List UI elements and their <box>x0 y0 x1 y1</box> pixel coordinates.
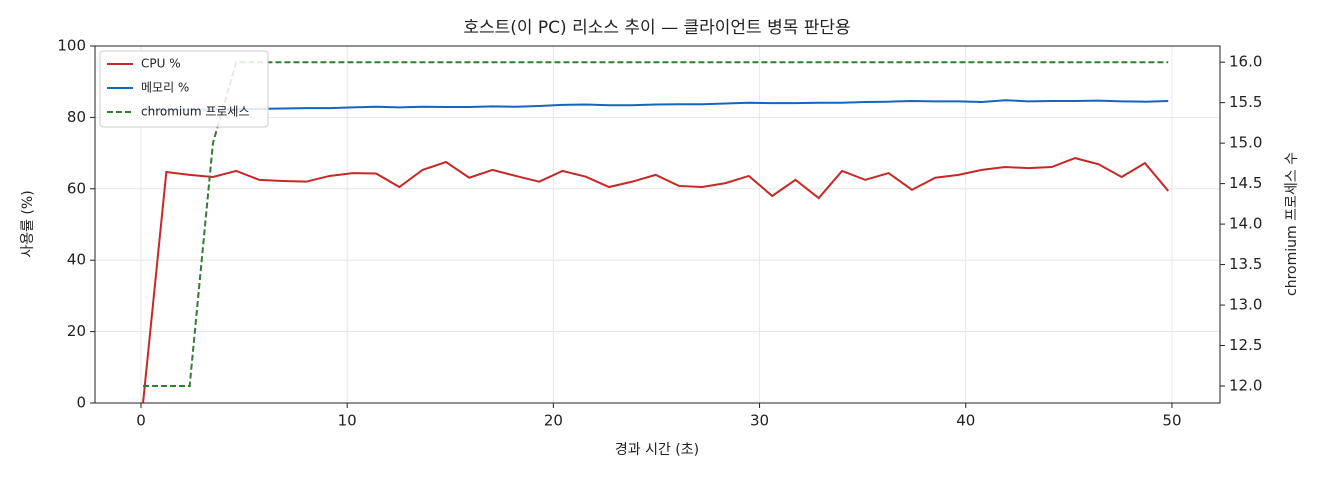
series-line <box>142 157 1170 404</box>
chart-title: 호스트(이 PC) 리소스 추이 — 클라이언트 병목 판단용 <box>463 18 850 38</box>
y2-tick-label: 12.0 <box>1229 377 1262 395</box>
legend-label: CPU % <box>141 57 181 71</box>
x-tick-label: 40 <box>956 412 975 430</box>
x-tick-label: 50 <box>1162 412 1181 430</box>
y2-tick-label: 15.5 <box>1229 93 1262 111</box>
y2-tick-label: 14.5 <box>1229 174 1262 192</box>
series-line <box>143 61 1169 387</box>
plot-frame <box>94 45 1221 404</box>
y2-tick-label: 13.5 <box>1229 255 1262 273</box>
legend-box <box>99 50 269 128</box>
y-tick-label: 0 <box>76 394 86 412</box>
y2-tick-label: 13.0 <box>1229 296 1262 314</box>
x-tick-label: 20 <box>544 412 563 430</box>
y-tick-label: 40 <box>67 251 86 269</box>
x-axis-label: 경과 시간 (초) <box>615 442 699 458</box>
legend-label: 메모리 % <box>141 81 189 95</box>
y-tick-label: 60 <box>67 179 86 197</box>
series-line <box>143 99 1169 112</box>
x-tick-label: 10 <box>338 412 357 430</box>
y-tick-label: 80 <box>67 108 86 126</box>
y2-tick-label: 15.0 <box>1229 134 1262 152</box>
y2-tick-label: 12.5 <box>1229 336 1262 354</box>
y-tick-label: 100 <box>57 37 86 55</box>
x-tick-label: 0 <box>136 412 146 430</box>
y2-tick-label: 16.0 <box>1229 53 1262 71</box>
x-tick-label: 30 <box>750 412 769 430</box>
y2-axis-label: chromium 프로세스 수 <box>1284 152 1300 296</box>
y-axis-label: 사용률 (%) <box>20 190 36 257</box>
y2-tick-label: 14.0 <box>1229 215 1262 233</box>
y-tick-label: 20 <box>67 322 86 340</box>
legend-label: chromium 프로세스 <box>141 105 250 119</box>
